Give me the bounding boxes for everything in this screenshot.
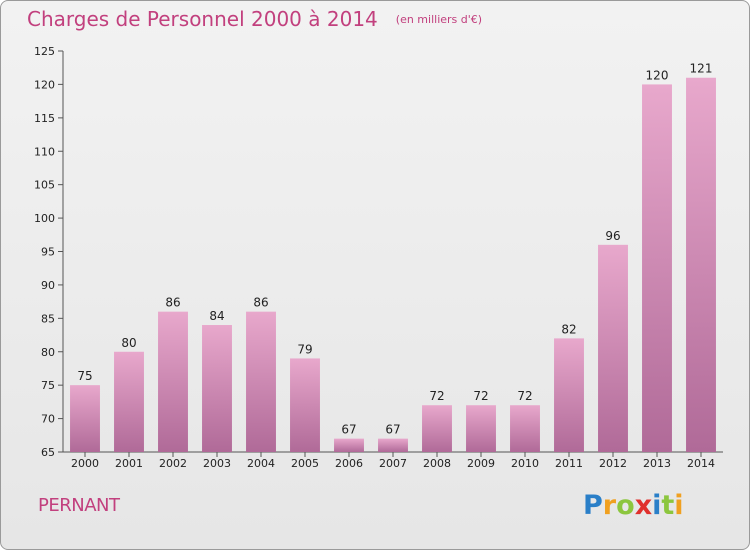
bar (422, 405, 452, 452)
y-tick-label: 105 (34, 179, 55, 192)
bar-value-label: 75 (77, 369, 92, 383)
bar-value-label: 72 (517, 389, 532, 403)
bar-value-label: 121 (690, 62, 713, 76)
x-tick-label: 2014 (687, 457, 715, 470)
x-tick-label: 2007 (379, 457, 407, 470)
bar (246, 311, 276, 452)
logo-letter: i (652, 490, 662, 521)
bar (686, 77, 716, 452)
bar (158, 311, 188, 452)
y-tick-label: 95 (41, 246, 55, 259)
y-tick-label: 115 (34, 112, 55, 125)
bar-value-label: 72 (429, 389, 444, 403)
y-tick-label: 110 (34, 145, 55, 158)
bar (334, 438, 364, 452)
x-tick-label: 2004 (247, 457, 275, 470)
x-tick-label: 2001 (115, 457, 143, 470)
y-tick-label: 85 (41, 312, 55, 325)
bar (114, 351, 144, 452)
chart-subtitle: (en milliers d'€) (395, 13, 483, 26)
bar-value-label: 120 (646, 68, 669, 82)
x-tick-label: 2009 (467, 457, 495, 470)
y-tick-label: 120 (34, 78, 55, 91)
x-tick-label: 2002 (159, 457, 187, 470)
y-tick-label: 75 (41, 379, 55, 392)
bar (290, 358, 320, 452)
logo-letter: o (616, 490, 635, 521)
commune-name: PERNANT (38, 495, 120, 516)
logo-letter: i (674, 490, 684, 521)
x-tick-label: 2010 (511, 457, 539, 470)
bar (642, 84, 672, 453)
bar-value-label: 86 (253, 296, 268, 310)
bar (70, 385, 100, 452)
y-tick-label: 100 (34, 212, 55, 225)
bar (598, 244, 628, 452)
chart-title: Charges de Personnel 2000 à 2014 (en mill… (27, 7, 482, 31)
chart-axes: 65 70 75 80 85 90 95 100 105 110 115 120 125 2000 2001… (34, 45, 723, 470)
bar-value-label: 79 (297, 342, 312, 356)
bar-value-label: 84 (209, 309, 224, 323)
x-tick-label: 2005 (291, 457, 319, 470)
x-tick-label: 2006 (335, 457, 363, 470)
y-tick-label: 125 (34, 45, 55, 58)
bar-value-label: 67 (341, 423, 356, 437)
x-tick-label: 2013 (643, 457, 671, 470)
x-tick-label: 2012 (599, 457, 627, 470)
logo-letter: x (634, 490, 653, 521)
bar-value-label: 72 (473, 389, 488, 403)
bar (378, 438, 408, 452)
bar-value-label: 67 (385, 423, 400, 437)
logo-letter: r (602, 490, 617, 521)
chart-bars: 75 80 86 84 86 79 67 67 72 72 72 82 96 120 121 (70, 62, 716, 453)
chart-title-text: Charges de Personnel 2000 à 2014 (27, 7, 378, 31)
bar-value-label: 80 (121, 336, 136, 350)
proxiti-logo[interactable]: Proxiti (583, 490, 684, 521)
bar-value-label: 96 (605, 229, 620, 243)
y-tick-label: 65 (41, 446, 55, 459)
bar-value-label: 82 (561, 322, 576, 336)
logo-letter: P (583, 490, 603, 521)
bar (202, 325, 232, 452)
bar (466, 405, 496, 452)
x-tick-label: 2008 (423, 457, 451, 470)
bar (554, 338, 584, 452)
bar (510, 405, 540, 452)
y-tick-label: 70 (41, 413, 55, 426)
x-tick-label: 2003 (203, 457, 231, 470)
logo-letter: t (661, 490, 675, 521)
bar-value-label: 86 (165, 296, 180, 310)
y-tick-label: 90 (41, 279, 55, 292)
y-tick-label: 80 (41, 346, 55, 359)
x-tick-label: 2000 (71, 457, 99, 470)
x-tick-label: 2011 (555, 457, 583, 470)
